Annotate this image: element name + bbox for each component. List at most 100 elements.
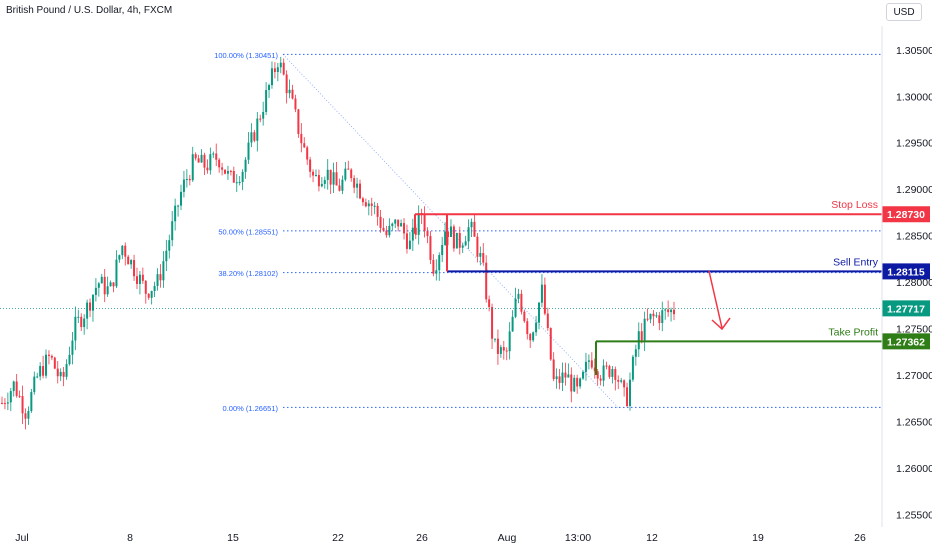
candle-body xyxy=(467,227,470,242)
candle-body xyxy=(106,286,109,295)
candle-body xyxy=(168,240,171,251)
time-tick-label: 13:00 xyxy=(565,532,591,544)
candle-body xyxy=(673,309,675,315)
fib-level-label: 38.20% (1.28102) xyxy=(218,269,278,278)
candle-body xyxy=(203,154,206,168)
candle-body xyxy=(405,233,408,249)
candle-body xyxy=(655,315,658,317)
candle-body xyxy=(291,89,294,99)
candle-body xyxy=(587,360,590,362)
candle-body xyxy=(394,219,397,224)
candle-body xyxy=(156,274,159,286)
candle-body xyxy=(1,402,3,404)
candle-body xyxy=(646,318,649,320)
candle-body xyxy=(517,293,520,299)
candle-body xyxy=(68,354,71,365)
candle-body xyxy=(546,313,549,329)
candle-body xyxy=(637,331,640,350)
candle-body xyxy=(429,236,432,260)
price-tick-label: 1.27500 xyxy=(896,324,932,336)
candle-body xyxy=(608,366,611,377)
candle-body xyxy=(596,371,599,379)
candle-body xyxy=(326,169,329,180)
candle-body xyxy=(332,172,335,185)
candle-body xyxy=(549,328,552,360)
candle-body xyxy=(182,179,185,192)
candle-body xyxy=(256,118,259,141)
profit-level-label: Take Profit xyxy=(828,326,878,338)
candle-body xyxy=(555,376,558,380)
candle-body xyxy=(379,216,382,228)
fibonacci-retracement[interactable]: 100.00% (1.30451) 50.00% (1.28551) 38.20% … xyxy=(214,51,882,413)
candle-body xyxy=(350,169,353,179)
price-axis[interactable]: 1.30500 1.30000 1.29500 1.29000 1.28500 1.280… xyxy=(881,26,932,527)
price-tick-label: 1.27000 xyxy=(896,370,932,382)
time-axis[interactable]: Jul 8 15 22 26 Aug 13:00 12 19 26 xyxy=(15,532,866,544)
candle-body xyxy=(631,356,634,380)
candle-body xyxy=(482,253,485,263)
candle-body xyxy=(584,361,587,372)
candle-body xyxy=(408,240,411,249)
candle-body xyxy=(109,282,112,287)
time-tick-label: 22 xyxy=(332,532,344,544)
price-tick-label: 1.30000 xyxy=(896,91,932,103)
candle-body xyxy=(599,378,602,381)
candle-body xyxy=(411,227,414,241)
candle-body xyxy=(614,369,617,380)
currency-button[interactable]: USD xyxy=(886,3,922,21)
candle-body xyxy=(388,225,391,236)
candle-body xyxy=(353,178,356,188)
candle-body xyxy=(488,299,491,308)
candle-body xyxy=(150,290,153,298)
candle-body xyxy=(391,223,394,226)
candle-body xyxy=(573,377,576,392)
candle-body xyxy=(479,253,482,257)
candle-body xyxy=(526,321,529,335)
candle-body xyxy=(262,111,265,119)
candle-body xyxy=(611,369,614,377)
candle-body xyxy=(400,223,403,227)
candle-body xyxy=(94,287,97,295)
candle-body xyxy=(455,232,458,249)
candle-body xyxy=(56,368,59,377)
candle-body xyxy=(121,245,124,256)
candle-body xyxy=(344,168,347,180)
candle-body xyxy=(323,179,326,184)
candle-body xyxy=(314,175,317,177)
candle-body xyxy=(282,62,285,75)
candle-body xyxy=(617,379,620,382)
candle-body xyxy=(232,171,235,183)
time-tick-label: Jul xyxy=(15,532,28,544)
candle-body xyxy=(229,170,232,172)
candle-body xyxy=(180,191,183,206)
trade-levels[interactable]: 1.27717 Stop Loss 1.28730 Sell Entry 1.28115… xyxy=(0,199,930,375)
time-tick-label: 19 xyxy=(752,532,764,544)
candle-body xyxy=(147,293,150,298)
entry-price-value: 1.28115 xyxy=(887,266,925,278)
candle-body xyxy=(215,153,218,160)
candle-body xyxy=(39,366,42,377)
candle-body xyxy=(303,143,306,148)
candle-body xyxy=(165,250,168,262)
candle-body xyxy=(241,171,244,182)
candle-body xyxy=(53,357,56,369)
candle-body xyxy=(397,219,400,227)
candle-body xyxy=(347,168,350,170)
candle-body xyxy=(476,236,479,257)
current-price-tag[interactable] xyxy=(882,300,930,317)
candle-body xyxy=(570,374,573,392)
candle-body xyxy=(235,182,238,184)
profit-price-tag[interactable] xyxy=(882,333,930,350)
candle-body xyxy=(294,98,297,110)
candle-body xyxy=(338,185,341,191)
candle-body xyxy=(89,302,92,311)
candle-body xyxy=(80,316,83,328)
candle-body xyxy=(244,159,247,172)
candle-body xyxy=(661,310,664,323)
current-price-value: 1.27717 xyxy=(887,303,925,315)
candle-body xyxy=(359,183,362,199)
candle-body xyxy=(185,178,188,180)
stop-price-tag[interactable] xyxy=(882,206,930,223)
entry-price-tag[interactable] xyxy=(882,263,930,280)
